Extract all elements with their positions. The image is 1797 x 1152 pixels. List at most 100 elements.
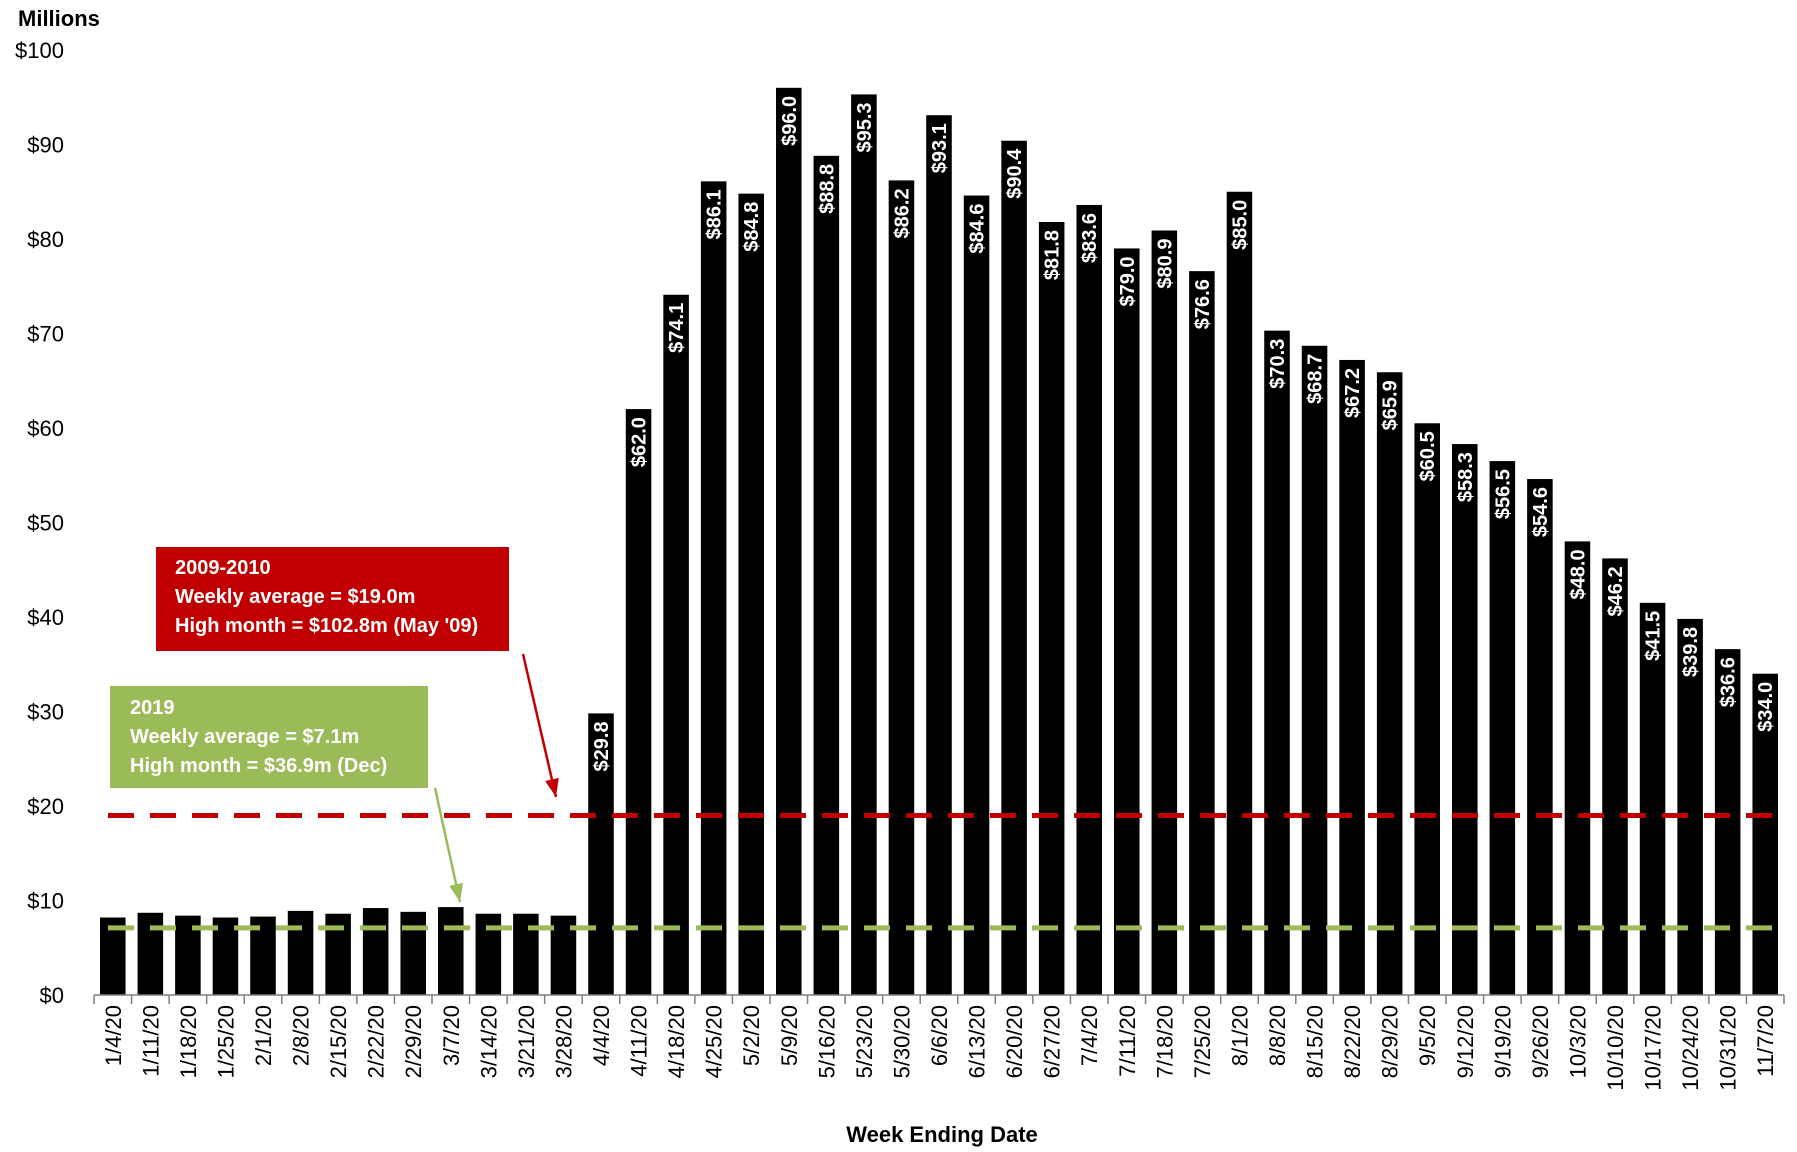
x-axis-ticks: 1/4/20 1/11/20 1/18/20 1/25/20 2/1/20 2/8/20 2… bbox=[101, 1005, 1778, 1091]
bar bbox=[1752, 673, 1778, 995]
data-label: $65.9 bbox=[1380, 380, 1402, 430]
x-tick-label: 1/25/20 bbox=[213, 1005, 238, 1078]
bar bbox=[1001, 140, 1027, 996]
callout-arrowhead bbox=[545, 777, 559, 797]
data-label: $74.1 bbox=[666, 303, 688, 353]
callout-text: 2009-2010 bbox=[175, 557, 271, 579]
y-tick-label: $10 bbox=[27, 889, 64, 914]
reference-lines bbox=[108, 812, 1776, 931]
x-tick-label: 5/9/20 bbox=[777, 1005, 802, 1066]
x-tick-label: 2/29/20 bbox=[401, 1005, 426, 1078]
data-label: $86.2 bbox=[891, 188, 913, 238]
bar bbox=[137, 912, 164, 995]
data-label: $62.0 bbox=[629, 417, 651, 467]
bar bbox=[400, 911, 426, 995]
y-tick-label: $70 bbox=[27, 322, 64, 347]
x-tick-label: 7/11/20 bbox=[1115, 1005, 1140, 1077]
bar bbox=[625, 409, 652, 996]
x-tick-label: 9/5/20 bbox=[1415, 1005, 1440, 1066]
y-tick-label: $100 bbox=[15, 38, 64, 63]
x-tick-label: 1/4/20 bbox=[101, 1005, 126, 1066]
x-tick-label: 6/20/20 bbox=[1002, 1005, 1027, 1078]
x-tick-label: 10/3/20 bbox=[1565, 1005, 1590, 1078]
callout-background bbox=[110, 686, 428, 788]
x-tick-label: 7/18/20 bbox=[1152, 1005, 1177, 1078]
data-label: $88.8 bbox=[816, 164, 838, 214]
x-tick-label: 5/2/20 bbox=[739, 1005, 764, 1066]
y-axis-ticks: $0 $10 $20 $30 $40 $50 $60 $70 $80 $90 $100 bbox=[15, 38, 64, 1008]
callout-text: High month = $102.8m (May '09) bbox=[175, 615, 478, 637]
bar bbox=[813, 155, 840, 996]
bar bbox=[1527, 479, 1553, 995]
bar bbox=[1114, 248, 1140, 995]
callout-text: Weekly average = $7.1m bbox=[130, 726, 359, 748]
x-tick-label: 6/27/20 bbox=[1040, 1005, 1065, 1078]
y-tick-label: $0 bbox=[40, 983, 64, 1008]
x-tick-label: 4/4/20 bbox=[589, 1005, 614, 1066]
x-tick-label: 4/25/20 bbox=[702, 1005, 727, 1078]
data-label: $29.8 bbox=[591, 721, 613, 771]
bar bbox=[1714, 649, 1741, 995]
x-tick-label: 7/4/20 bbox=[1077, 1005, 1102, 1066]
x-tick-label: 4/11/20 bbox=[627, 1005, 652, 1077]
data-label: $34.0 bbox=[1755, 682, 1777, 732]
bars: $29.8 $62.0 $74.1 $86.1 $84.8 $96.0 $88.8 $95.3… bbox=[100, 87, 1778, 996]
data-label: $96.0 bbox=[779, 96, 801, 146]
data-label: $36.6 bbox=[1718, 657, 1740, 707]
x-tick-label: 5/23/20 bbox=[852, 1005, 877, 1078]
x-tick-label: 8/1/20 bbox=[1227, 1005, 1252, 1066]
callout-arrow bbox=[521, 653, 558, 798]
data-label: $95.3 bbox=[854, 102, 876, 152]
x-tick-label: 2/15/20 bbox=[326, 1005, 351, 1078]
data-label: $58.3 bbox=[1455, 452, 1477, 502]
x-tick-label: 2/8/20 bbox=[289, 1005, 314, 1066]
data-label: $56.5 bbox=[1492, 469, 1514, 519]
x-tick-label: 2/22/20 bbox=[364, 1005, 389, 1078]
bar bbox=[963, 195, 990, 995]
data-label: $84.6 bbox=[967, 204, 989, 254]
x-tick-label: 7/25/20 bbox=[1190, 1005, 1215, 1078]
bar bbox=[1564, 541, 1591, 995]
data-label: $93.1 bbox=[929, 123, 951, 173]
x-tick-label: 8/15/20 bbox=[1303, 1005, 1328, 1078]
callout-arrowhead bbox=[449, 882, 463, 902]
y-tick-label: $40 bbox=[27, 605, 64, 630]
x-tick-label: 5/16/20 bbox=[814, 1005, 839, 1078]
x-tick-label: 8/22/20 bbox=[1340, 1005, 1365, 1078]
bar bbox=[1076, 204, 1102, 996]
bar bbox=[1189, 271, 1215, 995]
data-label: $60.5 bbox=[1417, 431, 1439, 481]
x-tick-label: 9/19/20 bbox=[1490, 1005, 1515, 1078]
y-axis-title: Millions bbox=[18, 6, 100, 31]
bar bbox=[1602, 558, 1628, 995]
x-tick-label: 9/12/20 bbox=[1453, 1005, 1478, 1078]
data-label: $80.9 bbox=[1154, 238, 1176, 288]
data-label: $76.6 bbox=[1192, 279, 1214, 329]
callout-background bbox=[156, 547, 509, 651]
data-label: $48.0 bbox=[1567, 549, 1589, 599]
bar bbox=[1452, 444, 1478, 995]
data-label: $67.2 bbox=[1342, 368, 1364, 418]
data-label: $70.3 bbox=[1267, 339, 1289, 389]
bar bbox=[100, 917, 126, 995]
x-tick-label: 10/24/20 bbox=[1678, 1005, 1703, 1091]
data-label: $39.8 bbox=[1680, 627, 1702, 677]
callout-arrow bbox=[433, 787, 462, 903]
bar bbox=[926, 115, 952, 995]
y-tick-label: $20 bbox=[27, 794, 64, 819]
bar bbox=[663, 294, 689, 995]
x-tick-label: 8/29/20 bbox=[1378, 1005, 1403, 1078]
bar bbox=[212, 917, 239, 995]
bar bbox=[588, 713, 614, 995]
x-tick-label: 1/11/20 bbox=[138, 1005, 163, 1077]
bar bbox=[1339, 359, 1365, 996]
bar bbox=[1489, 461, 1516, 995]
data-label: $86.1 bbox=[704, 189, 726, 239]
data-label: $84.8 bbox=[741, 202, 763, 252]
x-tick-label: 11/7/20 bbox=[1753, 1005, 1778, 1077]
y-tick-label: $50 bbox=[27, 511, 64, 536]
data-label: $83.6 bbox=[1079, 213, 1101, 263]
y-tick-label: $80 bbox=[27, 227, 64, 252]
x-tick-label: 9/26/20 bbox=[1528, 1005, 1553, 1078]
